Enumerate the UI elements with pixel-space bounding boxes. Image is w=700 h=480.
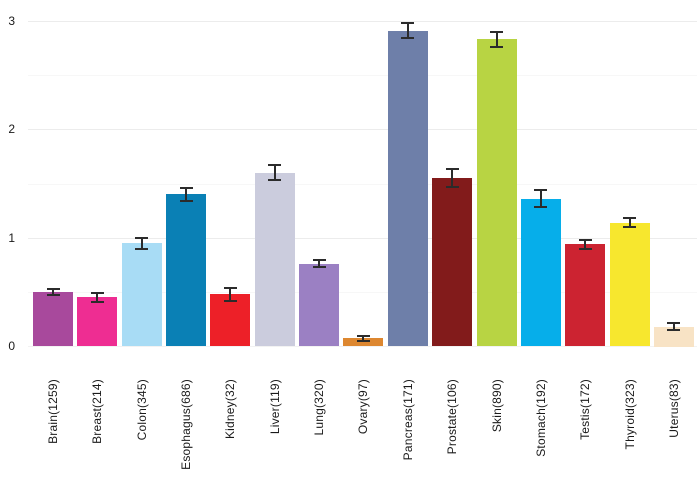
x-tick-label: Skin(890) xyxy=(490,379,504,433)
x-tick-label: Prostate(106) xyxy=(445,379,459,455)
error-bar-stem xyxy=(96,293,98,302)
error-bar-stem xyxy=(407,23,409,38)
gridline xyxy=(28,75,697,76)
error-bar-cap xyxy=(534,189,547,191)
bar-brain xyxy=(33,292,73,346)
error-bar-stem xyxy=(584,240,586,249)
x-tick-label: Pancreas(171) xyxy=(401,379,415,461)
error-bar-stem xyxy=(362,336,364,340)
error-bar-stem xyxy=(496,32,498,47)
y-tick-label: 2 xyxy=(8,122,15,136)
error-bar-cap xyxy=(268,164,281,166)
gridline xyxy=(28,21,697,22)
x-tick-label: Uterus(83) xyxy=(667,379,681,438)
error-bar-stem xyxy=(52,289,54,295)
error-bar-cap xyxy=(224,287,237,289)
error-bar-cap xyxy=(268,179,281,181)
error-bar-cap xyxy=(180,187,193,189)
x-tick-label: Brain(1259) xyxy=(46,379,60,444)
error-bar-cap xyxy=(446,186,459,188)
x-tick-label: Colon(345) xyxy=(135,379,149,441)
x-tick-label: Breast(214) xyxy=(90,379,104,444)
bar-colon xyxy=(122,243,162,346)
bar-ovary xyxy=(343,338,383,346)
error-bar-cap xyxy=(579,239,592,241)
error-bar-cap xyxy=(667,329,680,331)
error-bar-cap xyxy=(357,340,370,342)
error-bar-cap xyxy=(91,301,104,303)
gridline xyxy=(28,238,697,239)
bar-lung xyxy=(299,264,339,346)
error-bar-cap xyxy=(135,237,148,239)
error-bar-cap xyxy=(667,322,680,324)
bar-thyroid xyxy=(610,223,650,346)
error-bar-stem xyxy=(629,218,631,227)
x-tick-label: Thyroid(323) xyxy=(623,379,637,450)
gridline xyxy=(28,346,697,347)
error-bar-cap xyxy=(180,200,193,202)
error-bar-cap xyxy=(534,206,547,208)
gridline xyxy=(28,129,697,130)
error-bar-cap xyxy=(401,37,414,39)
x-tick-label: Stomach(192) xyxy=(534,379,548,457)
error-bar-cap xyxy=(446,168,459,170)
error-bar-cap xyxy=(313,259,326,261)
error-bar-stem xyxy=(318,260,320,266)
bar-stomach xyxy=(521,199,561,346)
y-tick-label: 0 xyxy=(8,339,15,353)
bar-testis xyxy=(565,244,605,346)
error-bar-cap xyxy=(401,22,414,24)
bar-liver xyxy=(255,173,295,346)
x-tick-label: Lung(320) xyxy=(312,379,326,436)
x-tick-label: Liver(119) xyxy=(268,379,282,435)
x-tick-label: Esophagus(686) xyxy=(179,379,193,470)
error-bar-stem xyxy=(229,288,231,301)
error-bar-cap xyxy=(47,288,60,290)
error-bar-stem xyxy=(185,188,187,201)
x-tick-label: Ovary(97) xyxy=(356,379,370,435)
bar-breast xyxy=(77,297,117,346)
error-bar-cap xyxy=(357,335,370,337)
error-bar-cap xyxy=(47,294,60,296)
error-bar-cap xyxy=(623,226,636,228)
error-bar-cap xyxy=(91,292,104,294)
error-bar-cap xyxy=(490,31,503,33)
error-bar-cap xyxy=(623,217,636,219)
bar-uterus xyxy=(654,327,694,347)
error-bar-cap xyxy=(135,248,148,250)
y-tick-label: 3 xyxy=(8,14,15,28)
error-bar-stem xyxy=(451,169,453,186)
x-tick-label: Kidney(32) xyxy=(223,379,237,440)
gridline xyxy=(28,292,697,293)
bar-esophagus xyxy=(166,194,206,346)
bar-skin xyxy=(477,39,517,346)
bar-pancreas xyxy=(388,31,428,346)
error-bar-cap xyxy=(224,300,237,302)
error-bar-cap xyxy=(579,248,592,250)
bar-kidney xyxy=(210,294,250,346)
gridline xyxy=(28,184,697,185)
error-bar-stem xyxy=(673,323,675,329)
error-bar-cap xyxy=(490,46,503,48)
error-bar-stem xyxy=(540,190,542,207)
error-bar-cap xyxy=(313,266,326,268)
error-bar-stem xyxy=(274,165,276,180)
y-tick-label: 1 xyxy=(8,231,15,245)
bar-prostate xyxy=(432,178,472,346)
error-bar-stem xyxy=(141,238,143,249)
x-tick-label: Testis(172) xyxy=(578,379,592,440)
